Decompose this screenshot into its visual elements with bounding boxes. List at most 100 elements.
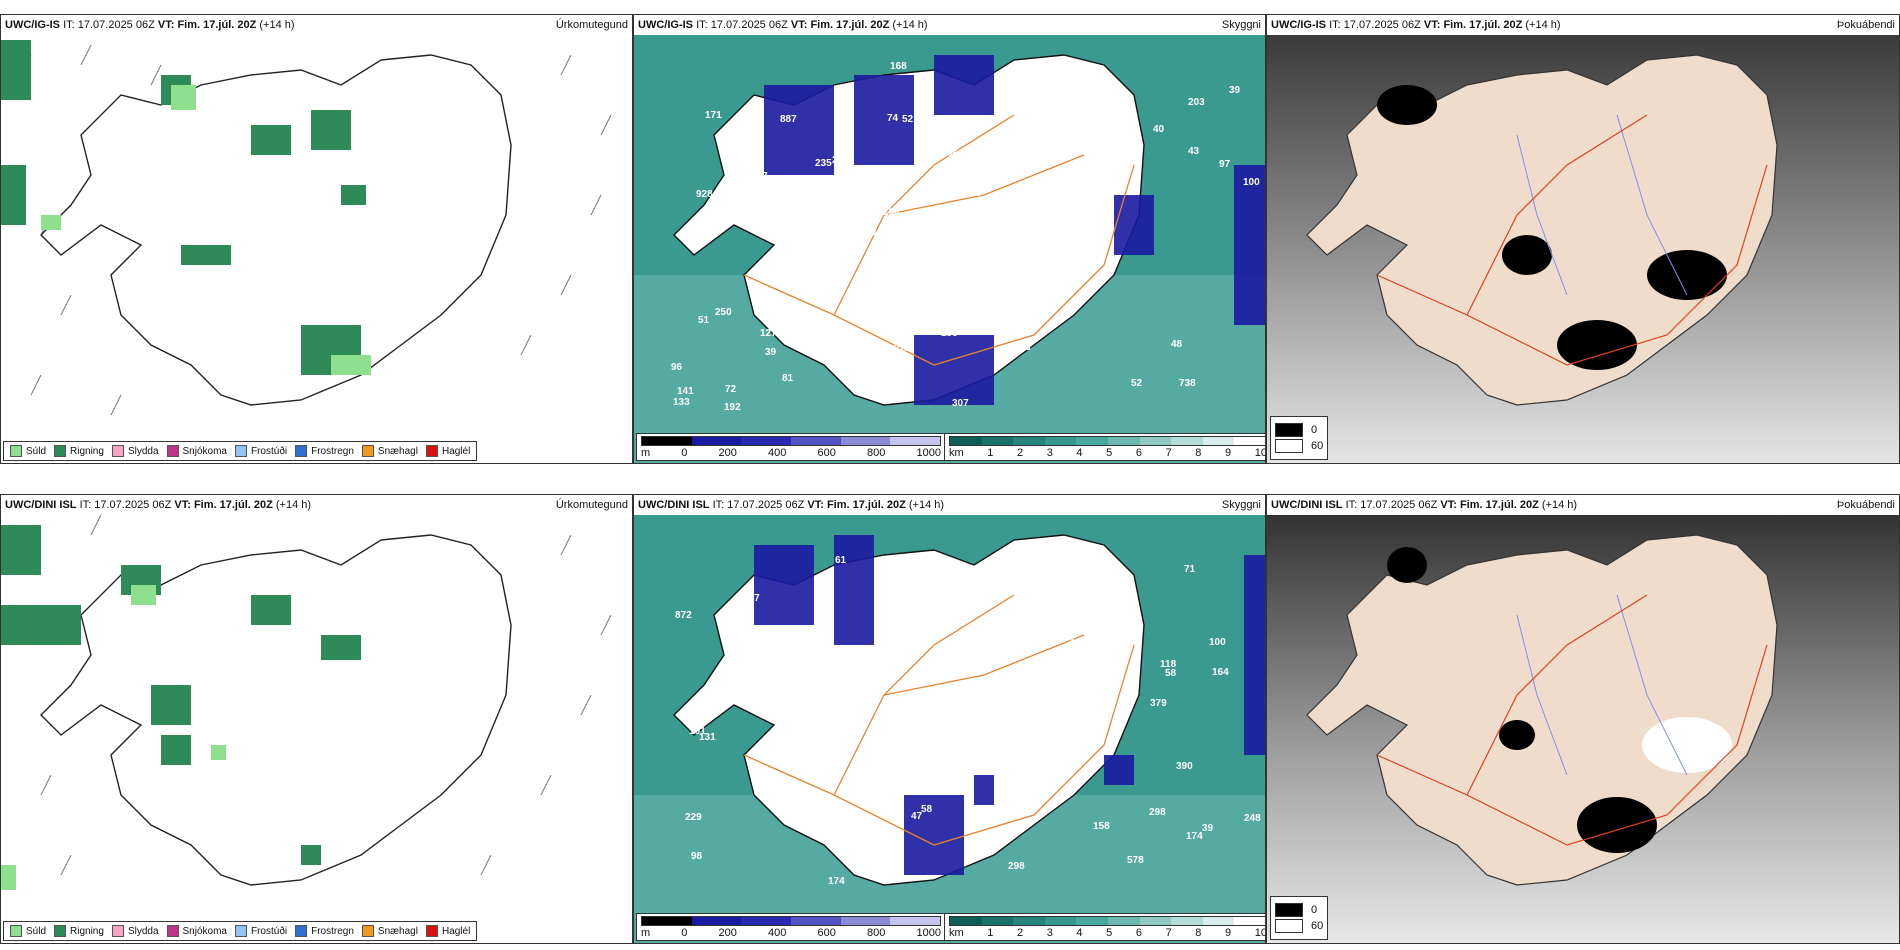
vis-unit: km (949, 927, 964, 939)
vt-value: Fim. 17.júl. 20Z (1459, 499, 1539, 511)
lead-time: (+14 h) (259, 19, 295, 31)
vt-value: Fim. 17.júl. 20Z (177, 19, 257, 31)
ceiling-unit: m (641, 927, 651, 939)
panel-header: UWC/IG-IS IT: 17.07.2025 06Z VT: Fim. 17… (634, 15, 1265, 35)
clouds-panel-row2[interactable]: UWC/DINI ISL IT: 17.07.2025 06Z VT: Fim.… (633, 494, 1266, 944)
ceiling-label: 222 (894, 343, 911, 354)
ceiling-label: 49 (1072, 264, 1084, 275)
ceiling-label: 39 (971, 198, 983, 209)
ceiling-label: 48 (1171, 339, 1183, 350)
vis-tick: 8 (1195, 927, 1202, 939)
ceiling-label: 73 (1076, 679, 1088, 690)
legend-item: Frostregn (295, 925, 354, 937)
ceiling-label: 174 (1186, 831, 1203, 842)
fog-legend-item: 60 (1275, 919, 1323, 933)
panel-header: UWC/DINI ISL IT: 17.07.2025 06Z VT: Fim.… (1, 495, 632, 515)
ceiling-label: 346 (874, 871, 891, 882)
ceiling-label: 39 (1229, 85, 1241, 96)
ceiling-label: 36 (999, 548, 1011, 559)
it-label: IT: (1329, 19, 1341, 31)
lead-time: (+14 h) (892, 19, 928, 31)
ceiling-label: 77 (1021, 130, 1033, 141)
ceiling-label: 298 (1149, 807, 1166, 818)
ceiling-tick: 400 (768, 927, 787, 939)
ceiling-label: 47 (911, 811, 923, 822)
ceiling-label: 96 (671, 362, 683, 373)
vis-tick: 4 (1076, 447, 1083, 459)
ceiling-colorbar: m 0 200 400 600 800 1000 (636, 433, 946, 461)
vt-value: Fim. 17.júl. 20Z (810, 19, 890, 31)
ceiling-label: 78 (970, 188, 982, 199)
ceiling-label: 203 (1188, 97, 1205, 108)
low-cloud-areas (764, 55, 1265, 405)
ceiling-label: 39 (1202, 823, 1214, 834)
vis-tick: 8 (1195, 447, 1202, 459)
ceiling-label: 58 (866, 856, 878, 867)
precip-panel-row2[interactable]: UWC/DINI ISL IT: 17.07.2025 06Z VT: Fim.… (0, 494, 633, 944)
ceiling-label: 48 (961, 635, 973, 646)
panel-title: Þokuábendi (1836, 19, 1895, 31)
it-label: IT: (63, 19, 75, 31)
fog-patches (1387, 547, 1657, 853)
vt-label: VT: (1440, 499, 1457, 511)
ceiling-label: 61 (835, 555, 847, 566)
fog-legend-item: 0 (1275, 423, 1323, 437)
ceiling-label: 52 (1131, 378, 1143, 389)
ceiling-label: 171 (705, 110, 722, 121)
vis-tick: 3 (1046, 447, 1053, 459)
fog-map (1267, 495, 1899, 943)
ceiling-label: 447 (751, 171, 768, 182)
ceiling-label: 57 (821, 571, 833, 582)
ceiling-label: 229 (685, 812, 702, 823)
legend-item: Súld (10, 925, 46, 937)
ceiling-tick: 800 (867, 927, 886, 939)
ceiling-label: 127 (760, 328, 777, 339)
panel-header: UWC/IG-IS IT: 17.07.2025 06Z VT: Fim. 17… (1, 15, 632, 35)
ceiling-label: 39 (1042, 280, 1054, 291)
fog-legend-item: 0 (1275, 903, 1323, 917)
ceiling-label: 153 (1014, 342, 1031, 353)
roads (1376, 594, 1768, 846)
fog-panel-row1[interactable]: UWC/IG-IS IT: 17.07.2025 06Z VT: Fim. 17… (1266, 14, 1900, 464)
vt-value: Fim. 17.júl. 20Z (826, 499, 906, 511)
panel-title: Skyggni (1221, 499, 1261, 511)
model-name: UWC/DINI ISL (638, 499, 710, 511)
roads (743, 594, 1135, 846)
ceiling-label: 58 (921, 804, 933, 815)
ceiling-label: 133 (673, 397, 690, 408)
panel-title: Úrkomutegund (555, 19, 628, 31)
clouds-panel-row1[interactable]: UWC/IG-IS IT: 17.07.2025 06Z VT: Fim. 17… (633, 14, 1266, 464)
ceiling-labels: 298 100 39 48 98 61 118 64 71 56 164 872 379 346 229 16… (675, 548, 1261, 887)
it-value: 17.07.2025 06Z (77, 19, 155, 31)
ceiling-label: 101 (689, 726, 706, 737)
rivers (1516, 114, 1688, 296)
vt-value: Fim. 17.júl. 20Z (193, 499, 273, 511)
ceiling-label: 111 (1029, 294, 1045, 305)
ceiling-label: 100 (1243, 177, 1260, 188)
ceiling-label: 155 (872, 227, 889, 238)
ceiling-label: 81 (782, 373, 794, 384)
legend-item: Haglél (425, 925, 470, 937)
ceiling-tick: 200 (718, 447, 737, 459)
lead-time: (+14 h) (1541, 499, 1578, 511)
ceiling-tick: 200 (718, 927, 737, 939)
ceiling-label: 72 (725, 384, 737, 395)
ceiling-tick: 800 (867, 447, 886, 459)
legend-item: Snjókoma (166, 445, 227, 457)
ceiling-label: 250 (715, 307, 732, 318)
roads (743, 114, 1135, 366)
precip-panel-row1[interactable]: UWC/IG-IS IT: 17.07.2025 06Z VT: Fim. 17… (0, 14, 633, 464)
it-label: IT: (1345, 499, 1358, 511)
ceiling-label: 164 (1212, 667, 1229, 678)
vt-label: VT: (174, 499, 191, 511)
legend-item: Rigning (54, 925, 104, 937)
vt-label: VT: (790, 19, 808, 31)
ceiling-label: 83 (890, 187, 902, 198)
ceiling-label: 54 (784, 305, 796, 316)
ceiling-tick: 400 (768, 447, 787, 459)
fog-panel-row2[interactable]: UWC/DINI ISL IT: 17.07.2025 06Z VT: Fim.… (1266, 494, 1900, 944)
model-name: UWC/IG-IS (638, 19, 693, 31)
ceiling-label: 141 (677, 386, 694, 397)
vis-tick: 3 (1046, 927, 1053, 939)
ceiling-label: 192 (724, 402, 741, 413)
